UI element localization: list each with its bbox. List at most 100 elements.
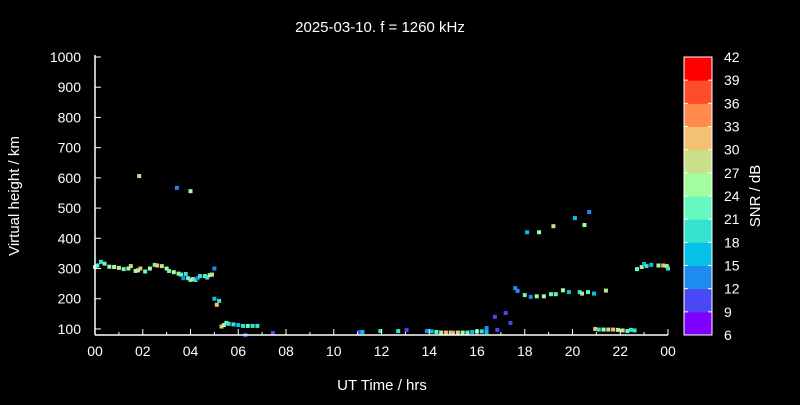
x-tick-label: 00 — [87, 343, 103, 359]
data-point — [116, 265, 121, 270]
x-tick-label: 16 — [469, 343, 485, 359]
colorbar-swatch — [684, 288, 712, 313]
data-point — [137, 174, 142, 179]
data-point — [508, 320, 513, 325]
data-point — [152, 262, 157, 267]
data-point — [135, 268, 140, 273]
data-point — [656, 263, 661, 268]
y-tick-label: 400 — [58, 230, 82, 246]
data-point — [212, 266, 217, 271]
colorbar-swatch — [684, 126, 712, 151]
data-point — [193, 278, 198, 283]
data-point — [586, 290, 591, 295]
data-point — [470, 329, 475, 334]
data-point — [541, 294, 546, 299]
data-point — [147, 266, 152, 271]
x-tick-label: 04 — [183, 343, 199, 359]
data-points — [93, 174, 670, 337]
colorbar-tick-label: 18 — [724, 234, 740, 250]
colorbar-tick-label: 21 — [724, 211, 740, 227]
data-point — [209, 272, 214, 277]
colorbar-swatch — [684, 80, 712, 104]
x-tick-label: 10 — [326, 343, 342, 359]
data-point — [628, 327, 633, 332]
data-point — [611, 327, 616, 332]
data-point — [241, 323, 246, 328]
data-point — [171, 270, 176, 275]
data-point — [596, 327, 601, 332]
data-point — [582, 223, 587, 228]
colorbar-tick-label: 15 — [724, 258, 740, 274]
data-point — [205, 275, 210, 280]
data-point — [95, 263, 100, 268]
data-point — [217, 298, 222, 303]
data-point — [666, 266, 670, 271]
data-point — [606, 327, 611, 332]
data-point — [664, 264, 669, 269]
data-point — [112, 265, 117, 270]
data-point — [186, 276, 191, 281]
colorbar-swatch — [684, 265, 712, 290]
data-point — [439, 330, 444, 335]
data-point — [495, 327, 500, 332]
data-point — [356, 329, 361, 334]
data-point — [644, 264, 649, 269]
colorbar-swatch — [684, 242, 712, 266]
y-tick-label: 500 — [58, 200, 82, 216]
y-tick-label: 100 — [58, 321, 82, 337]
data-point — [615, 327, 620, 332]
data-point — [460, 330, 465, 335]
x-tick-label: 18 — [517, 343, 533, 359]
data-point — [245, 323, 250, 328]
y-axis-label: Virtual height / km — [6, 136, 23, 256]
data-point — [360, 329, 365, 334]
x-tick-label: 12 — [374, 343, 390, 359]
colorbar-swatch — [684, 172, 712, 197]
data-point — [625, 329, 630, 334]
data-point — [128, 264, 133, 269]
data-point — [159, 264, 164, 269]
data-point — [178, 272, 183, 277]
data-point — [601, 327, 606, 332]
data-point — [560, 288, 565, 293]
data-point — [537, 230, 542, 235]
data-point — [484, 329, 489, 334]
data-point — [404, 328, 409, 333]
data-point — [551, 224, 556, 229]
data-point — [503, 310, 508, 315]
colorbar-tick-label: 33 — [724, 119, 740, 135]
data-point — [513, 286, 518, 291]
data-point — [126, 266, 131, 271]
data-point — [181, 276, 186, 281]
data-point — [528, 294, 533, 299]
data-point — [603, 288, 608, 293]
data-point — [396, 329, 401, 334]
y-tick-label: 1000 — [50, 49, 81, 65]
data-point — [164, 266, 169, 271]
x-tick-label: 20 — [565, 343, 581, 359]
data-point — [566, 290, 571, 295]
x-tick-label: 00 — [660, 343, 676, 359]
colorbar-tick-label: 30 — [724, 142, 740, 158]
data-point — [174, 185, 179, 190]
data-point — [484, 326, 489, 331]
x-tick-label: 14 — [421, 343, 437, 359]
data-point — [155, 263, 160, 268]
data-point — [639, 265, 644, 270]
data-point — [221, 323, 226, 328]
x-axis-label: UT Time / hrs — [337, 377, 427, 394]
data-point — [642, 261, 647, 266]
data-point — [620, 328, 625, 333]
data-point — [522, 293, 527, 298]
data-point — [212, 296, 217, 301]
data-point — [455, 330, 460, 335]
data-point — [525, 230, 530, 235]
colorbar-swatch — [684, 311, 712, 336]
data-point — [133, 268, 138, 273]
colorbar-swatch — [684, 219, 712, 243]
data-point — [577, 290, 582, 295]
colorbar-swatch — [684, 149, 712, 174]
data-point — [434, 329, 439, 334]
x-tick-label: 06 — [230, 343, 246, 359]
